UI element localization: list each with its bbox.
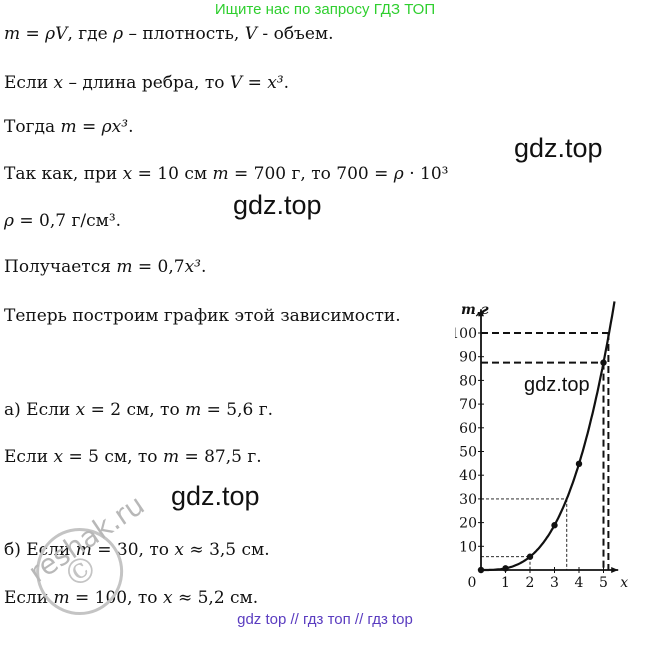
y-tick-label: 30 [459, 492, 477, 508]
text-fragment: . [200, 257, 207, 277]
text-fragment: ≈ 3,5 см. [184, 540, 270, 560]
text-fragment: = 2 см, то [85, 400, 186, 420]
x-tick-label: 1 [501, 575, 510, 591]
y-tick-label: 40 [459, 468, 477, 484]
stamp-label: reshak.ru [22, 488, 151, 590]
y-tick-label: 60 [459, 421, 477, 437]
text-line: Так как, при x = 10 см m = 700 г, то 700… [4, 164, 448, 184]
text-fragment: Так как, при [4, 164, 123, 184]
math-fragment: m [53, 588, 70, 608]
text-fragment: Если [4, 73, 54, 93]
text-fragment: = 700 г, то 700 = [228, 164, 394, 184]
data-point [526, 553, 534, 560]
math-fragment: x [75, 400, 86, 420]
math-fragment: x [53, 73, 64, 93]
y-tick-label: 20 [459, 516, 477, 532]
y-axis-arrow-icon [478, 309, 484, 317]
data-point [502, 565, 509, 572]
y-axis-label: m,г [461, 302, 489, 318]
x-tick-label: 0 [468, 575, 477, 591]
text-line: Теперь построим график этой зависимости. [4, 306, 401, 326]
text-line: Если m = 100, то x ≈ 5,2 см. [4, 588, 258, 608]
math-fragment: m [75, 540, 92, 560]
text-fragment: Теперь построим график этой зависимости. [4, 306, 401, 326]
text-line: ρ = 0,7 г/см³. [4, 211, 121, 231]
watermark-gdz-2: gdz.top [233, 190, 322, 220]
math-fragment: m [212, 164, 229, 184]
watermark-gdz-4: gdz.top [171, 481, 260, 511]
text-fragment: Если [4, 588, 54, 608]
text-line: б) Если m = 30, то x ≈ 3,5 см. [4, 540, 270, 560]
data-point [477, 566, 485, 574]
math-fragment: V [244, 24, 258, 44]
watermark-gdz-3: gdz.top [524, 374, 590, 396]
y-tick-label: 80 [459, 373, 477, 389]
curve-line [481, 301, 616, 572]
text-fragment: = 5,6 г. [201, 400, 274, 420]
math-fragment: m [116, 257, 133, 277]
math-fragment: x [53, 447, 64, 467]
text-fragment: · 10³ [403, 164, 449, 184]
text-line: а) Если x = 2 см, то m = 5,6 г. [4, 400, 273, 420]
math-fragment: x [122, 164, 133, 184]
text-fragment: Если [4, 447, 54, 467]
text-line: Если x – длина ребра, то V = x³. [4, 73, 289, 93]
math-fragment: x [174, 540, 185, 560]
text-fragment: = 0,7 г/см³. [14, 211, 122, 231]
search-banner: Ищите нас по запросу ГДЗ ТОП [214, 1, 436, 18]
y-tick-label: 100 [455, 326, 477, 342]
text-fragment: , где [67, 24, 114, 44]
text-fragment: = 0,7 [132, 257, 185, 277]
text-fragment: = 87,5 г. [179, 447, 262, 467]
x-tick-label: 4 [575, 575, 584, 591]
text-line: m = ρV, где ρ – плотность, V - объем. [4, 24, 334, 44]
y-tick-label: 90 [459, 350, 477, 366]
text-line: Тогда m = ρx³. [4, 117, 133, 137]
data-point [575, 460, 583, 468]
text-fragment: а) Если [4, 400, 76, 420]
math-fragment: V = x³ [229, 73, 284, 93]
text-line: Получается m = 0,7x³. [4, 257, 206, 277]
x-axis-label: x [620, 575, 628, 591]
watermark-gdz-1: gdz.top [514, 133, 603, 163]
x-tick-label: 3 [550, 575, 559, 591]
y-tick-label: 10 [459, 539, 477, 555]
text-fragment: б) Если [4, 540, 76, 560]
math-fragment: m [162, 447, 180, 467]
x-tick-label: 2 [526, 575, 535, 591]
text-fragment: – плотность, [123, 24, 245, 44]
text-fragment: = 5 см, то [63, 447, 163, 467]
x-tick-label: 5 [599, 575, 608, 591]
text-line: Если x = 5 см, то m = 87,5 г. [4, 447, 262, 467]
text-fragment: = 30, то [91, 540, 175, 560]
text-fragment: = 100, то [69, 588, 163, 608]
math-fragment: ρ [4, 211, 14, 231]
math-fragment: x [162, 588, 173, 608]
math-fragment: m = ρx³ [60, 117, 129, 137]
text-fragment: . [128, 117, 134, 137]
text-fragment: Тогда [4, 117, 61, 137]
text-fragment: = 10 см [132, 164, 213, 184]
math-fragment: x³ [184, 257, 201, 277]
x-axis-arrow-icon [611, 567, 619, 573]
footer-links: gdz top // гдз топ // гдз top [237, 611, 413, 628]
text-fragment: ≈ 5,2 см. [172, 588, 259, 608]
math-fragment: ρ [113, 24, 124, 44]
math-fragment: m [185, 400, 202, 420]
data-point [600, 359, 607, 366]
text-fragment: – длина ребра, то [63, 73, 230, 93]
text-fragment: . [283, 73, 290, 93]
math-fragment: m = ρV [4, 24, 68, 44]
y-tick-label: 50 [459, 445, 477, 461]
text-fragment: - объем. [257, 24, 334, 44]
y-tick-label: 70 [459, 397, 477, 413]
text-fragment: Получается [4, 257, 117, 277]
data-point [551, 522, 558, 529]
math-fragment: ρ [393, 164, 404, 184]
